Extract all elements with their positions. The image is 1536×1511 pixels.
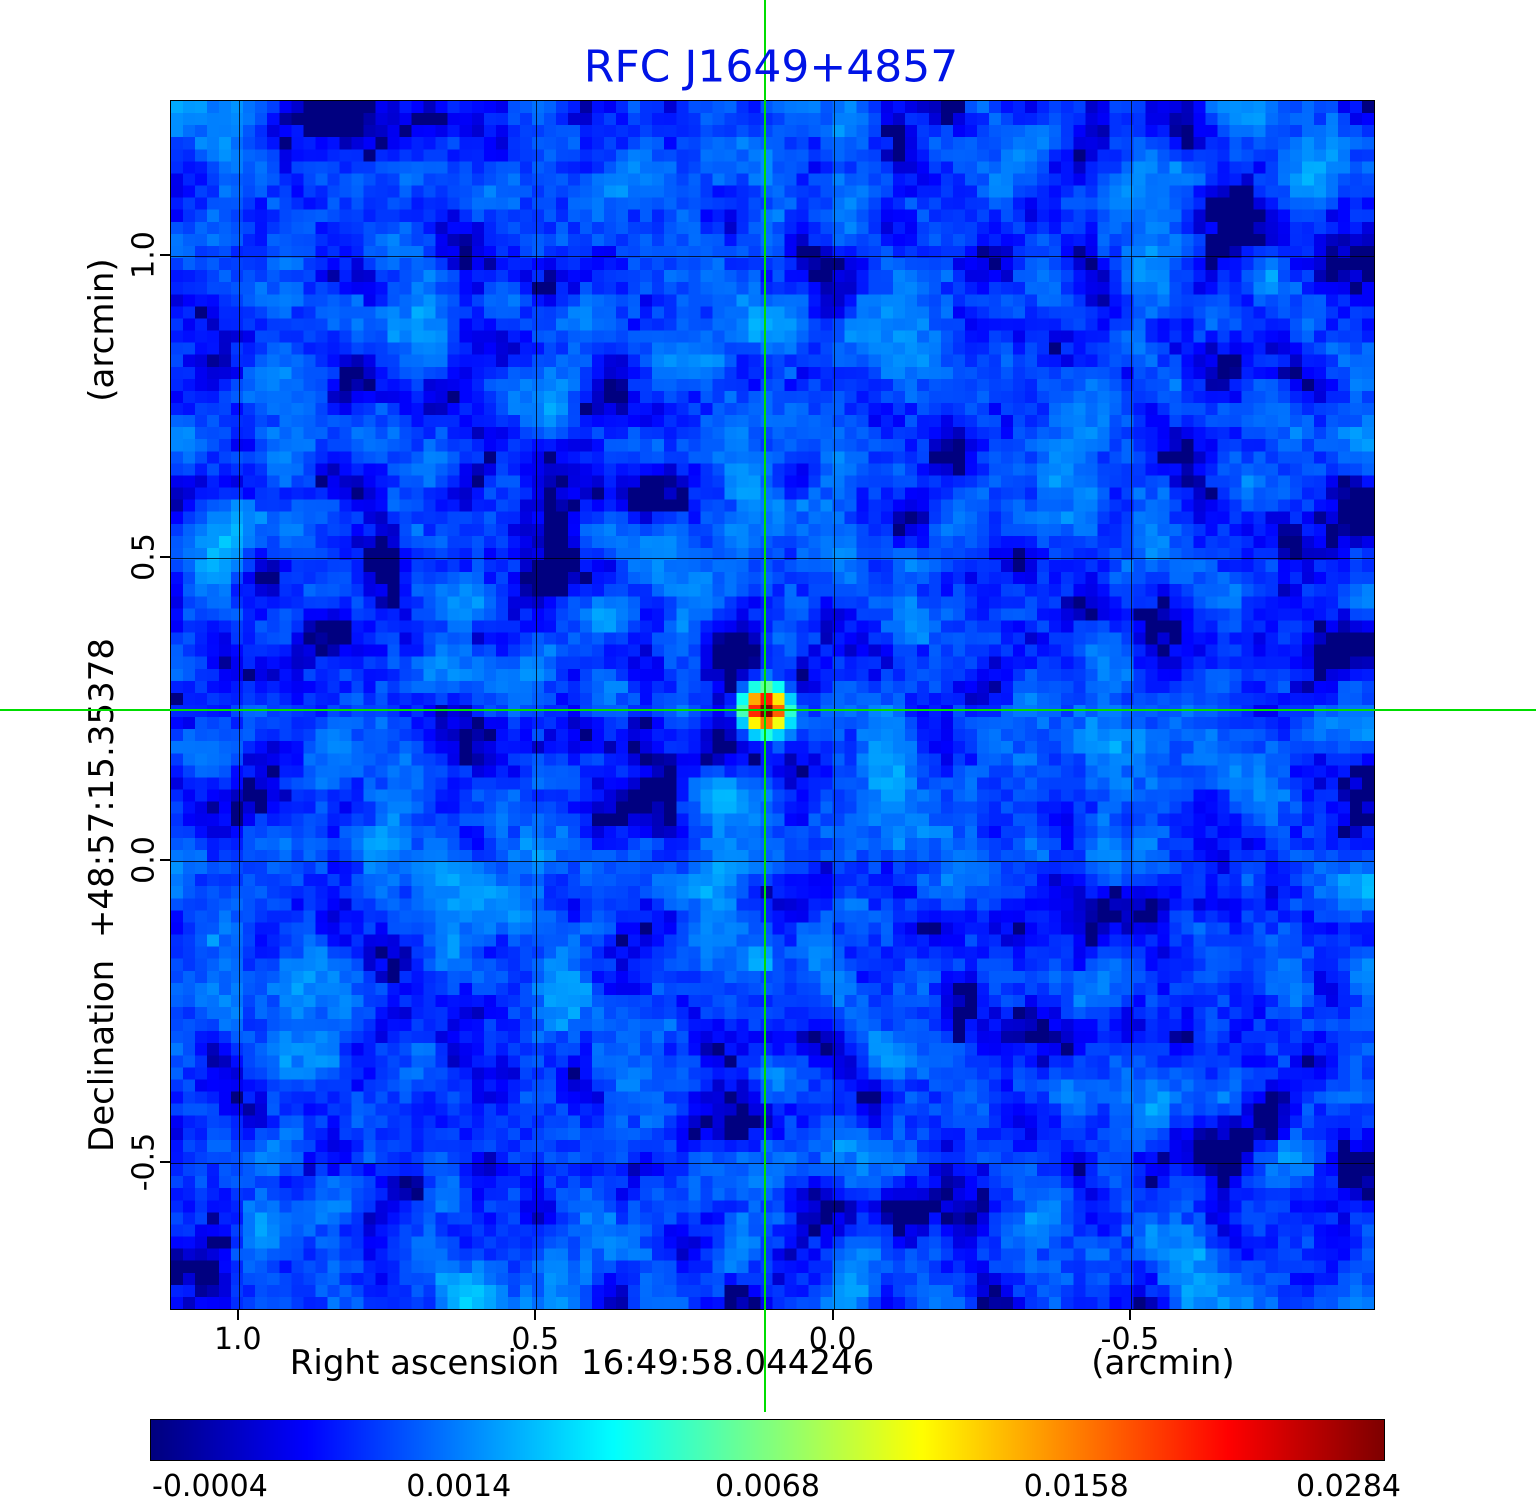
x-tick-label: 0.0 <box>808 1322 857 1357</box>
colorbar-tick-label: -0.0004 <box>152 1469 268 1504</box>
grid-line-vertical <box>536 101 538 1309</box>
y-tick-label: 1.0 <box>126 231 162 279</box>
x-axis-unit: (arcmin) <box>1091 1343 1235 1383</box>
grid-line-vertical <box>1130 101 1132 1309</box>
y-axis-tick <box>160 1161 170 1164</box>
y-tick-label: 0.0 <box>126 836 162 884</box>
figure-title: RFC J1649+4857 <box>583 41 959 93</box>
colorbar-tick-label: 0.0014 <box>406 1469 512 1504</box>
colorbar-tick-label: 0.0068 <box>715 1469 820 1504</box>
crosshair-vertical-line <box>764 0 767 1412</box>
grid-line-horizontal <box>171 860 1374 862</box>
y-tick-label: 0.5 <box>126 533 162 582</box>
y-axis-tick <box>160 858 170 861</box>
x-axis-tick <box>831 1310 834 1320</box>
y-axis-title: Declination +48:57:15.35378 <box>82 638 122 1152</box>
x-tick-label: 0.5 <box>511 1322 560 1357</box>
x-axis-title: Right ascension 16:49:58.044246 <box>289 1343 875 1383</box>
sky-image[interactable] <box>170 100 1375 1310</box>
colorbar-tick-label: 0.0158 <box>1023 1469 1129 1504</box>
grid-line-vertical <box>833 101 835 1309</box>
grid-line-horizontal <box>171 255 1374 257</box>
y-axis-tick <box>160 556 170 559</box>
grid-line-horizontal <box>171 1163 1374 1165</box>
grid-line-horizontal <box>171 558 1374 560</box>
y-tick-label: -0.5 <box>126 1133 162 1192</box>
colorbar-tick-label: 0.0284 <box>1296 1469 1401 1504</box>
y-axis-tick <box>160 253 170 256</box>
x-tick-label: -0.5 <box>1100 1322 1160 1357</box>
x-axis-tick <box>534 1310 537 1320</box>
y-axis-unit: (arcmin) <box>82 258 122 402</box>
colorbar-gradient <box>150 1419 1385 1461</box>
grid-line-vertical <box>238 101 240 1309</box>
intensity-heatmap <box>171 101 1374 1309</box>
x-axis-tick <box>236 1310 239 1320</box>
x-axis-tick <box>1128 1310 1131 1320</box>
x-tick-label: 1.0 <box>213 1322 262 1357</box>
crosshair-horizontal-line <box>0 708 1536 711</box>
